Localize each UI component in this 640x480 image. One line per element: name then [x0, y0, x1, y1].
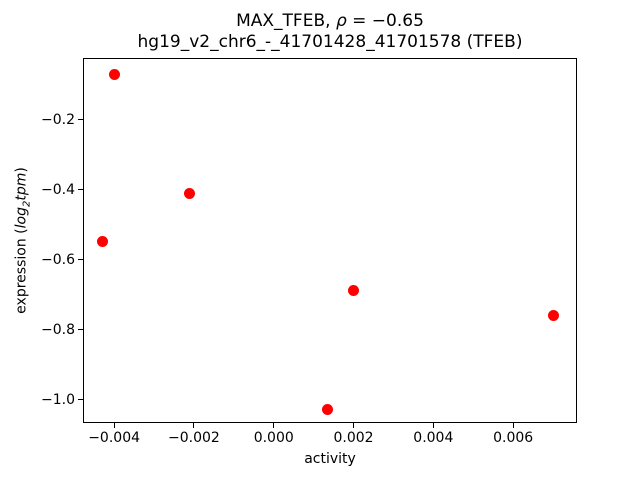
data-point: [96, 235, 108, 247]
chart-title: MAX_TFEB, ρ = −0.65 hg19_v2_chr6_-_41701…: [83, 11, 577, 53]
data-point: [547, 310, 559, 322]
ylabel-log: log: [13, 207, 30, 229]
y-tick-mark: [78, 189, 83, 191]
x-axis-label: activity: [304, 451, 356, 467]
title-correlation-value: = −0.65: [346, 11, 424, 31]
rho-symbol: ρ: [335, 11, 347, 31]
y-tick-label: −0.6: [41, 251, 75, 268]
y-tick-label: −0.4: [41, 181, 75, 198]
x-tick-label: 0.004: [413, 430, 454, 446]
x-tick-label: 0.002: [333, 430, 374, 446]
ylabel-close-paren: ): [13, 167, 30, 173]
data-point: [348, 285, 360, 297]
x-tick-label: 0.006: [493, 430, 534, 446]
plot-area: [83, 58, 577, 423]
data-point: [108, 68, 120, 80]
y-tick-label: −1.0: [41, 391, 75, 408]
ylabel-text: expression (: [13, 228, 30, 314]
x-tick-mark: [273, 423, 275, 428]
y-tick-mark: [78, 329, 83, 331]
x-tick-mark: [432, 423, 434, 428]
x-tick-mark: [193, 423, 195, 428]
data-point: [322, 404, 334, 416]
x-tick-mark: [353, 423, 355, 428]
data-point: [184, 187, 196, 199]
y-tick-mark: [78, 259, 83, 261]
y-tick-label: −0.2: [41, 111, 75, 128]
x-tick-label: 0.000: [253, 430, 294, 446]
chart-title-line1: MAX_TFEB, ρ = −0.65: [83, 11, 577, 32]
chart-title-line2: hg19_v2_chr6_-_41701428_41701578 (TFEB): [137, 32, 523, 52]
x-tick-mark: [512, 423, 514, 428]
ylabel-log-subscript: 2: [21, 200, 33, 208]
x-tick-label: −0.002: [168, 430, 220, 446]
y-tick-mark: [78, 399, 83, 401]
title-text: MAX_TFEB,: [236, 11, 336, 31]
x-tick-label: −0.004: [88, 430, 141, 446]
y-tick-mark: [78, 119, 83, 121]
y-axis-label: expression (log2tpm): [13, 141, 33, 341]
x-tick-mark: [113, 423, 115, 428]
y-tick-label: −0.8: [41, 321, 75, 338]
